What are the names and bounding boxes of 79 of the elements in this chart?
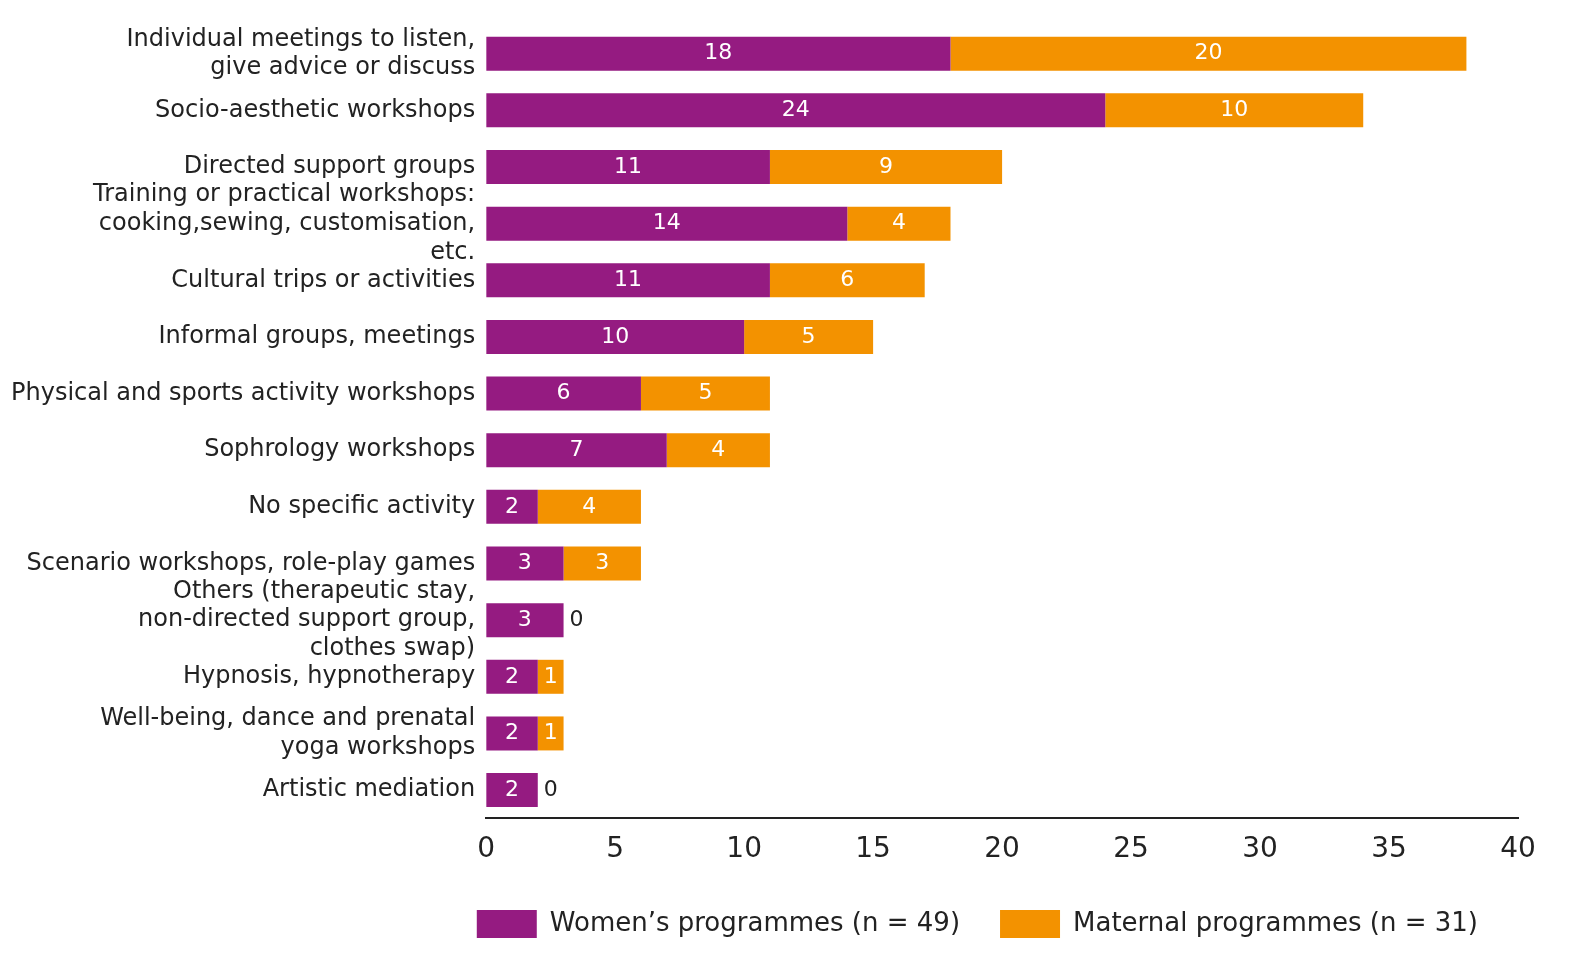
bar: [486, 716, 538, 751]
y-tick-label: Training or practical workshops: cooking,sewing, customisation, etc.: [92, 179, 476, 265]
x-tick-label: 15: [855, 831, 891, 865]
y-tick-label: Physical and sports activity workshops: [10, 377, 476, 406]
bar: [537, 716, 564, 751]
bar: [486, 433, 667, 468]
y-tick-label: Cultural trips or activities: [171, 264, 476, 293]
data-label: 3: [517, 549, 532, 575]
y-tick-label: Informal groups, meetings: [158, 321, 476, 350]
bar: [486, 659, 538, 694]
y-tick-label: No specific activity: [248, 491, 476, 520]
bar: [486, 93, 1106, 128]
y-tick-label: Directed support groups: [183, 151, 476, 180]
bar: [1105, 93, 1364, 128]
data-label: 1: [543, 662, 558, 688]
bar: [486, 319, 745, 354]
x-tick-label: 0: [477, 831, 496, 865]
data-label: 1: [543, 719, 558, 745]
bar: [486, 546, 564, 581]
bar: [486, 489, 538, 524]
data-label: 14: [652, 209, 681, 235]
data-label: 10: [601, 322, 630, 348]
data-label: 5: [801, 322, 816, 348]
data-label: 18: [704, 39, 733, 65]
data-label: 24: [781, 96, 810, 122]
x-tick-label: 30: [1242, 831, 1278, 865]
bar: [769, 263, 925, 298]
data-label: 11: [614, 266, 643, 292]
data-label: 2: [504, 492, 519, 518]
data-label: 3: [517, 605, 532, 631]
x-tick-label: 25: [1113, 831, 1149, 865]
data-label: 11: [614, 152, 643, 178]
bar: [486, 150, 770, 184]
data-label: 4: [582, 492, 597, 518]
data-label: 9: [879, 152, 894, 178]
x-tick-label: 35: [1371, 831, 1407, 865]
bar: [537, 489, 641, 524]
bar: [486, 36, 951, 71]
data-label: 3: [595, 549, 610, 575]
y-tick-label: Scenario workshops, role-play games: [26, 547, 476, 576]
y-tick-label: Well-being, dance and prenatal yoga workshops: [100, 703, 476, 761]
x-tick-label: 5: [606, 831, 625, 865]
y-tick-label: Artistic mediation: [262, 774, 476, 803]
data-label: 0: [569, 605, 584, 631]
bar: [486, 773, 538, 808]
bar: [537, 659, 564, 694]
data-label: 2: [504, 775, 519, 801]
data-label: 2: [504, 719, 519, 745]
data-label: 6: [556, 379, 571, 405]
bar: [950, 36, 1467, 71]
data-label: 2: [504, 662, 519, 688]
data-label: 4: [711, 435, 726, 461]
data-label: 7: [569, 435, 584, 461]
bar: [486, 603, 564, 638]
legend-label: Women’s programmes (n = 49): [549, 906, 961, 937]
x-tick-label: 10: [726, 831, 762, 865]
bar: [640, 376, 770, 411]
bar: [486, 376, 641, 411]
data-label: 0: [543, 775, 558, 801]
legend-label: Maternal programmes (n = 31): [1073, 906, 1478, 937]
bar: [847, 206, 951, 241]
data-label: 6: [840, 266, 855, 292]
x-tick-label: 20: [984, 831, 1020, 865]
bar: [486, 206, 848, 241]
bar: [563, 546, 641, 581]
data-label: 5: [698, 379, 713, 405]
bar: [666, 433, 770, 468]
data-label: 4: [891, 209, 906, 235]
y-tick-label: Individual meetings to listen, give advice or discuss: [126, 23, 476, 81]
bar: [769, 150, 1003, 184]
data-label: 10: [1220, 96, 1249, 122]
y-tick-label: Socio-aesthetic workshops: [155, 94, 476, 123]
y-tick-label: Hypnosis, hypnotherapy: [182, 661, 476, 690]
y-tick-label: Others (therapeutic stay, non-directed support group, clothes swap): [138, 575, 476, 662]
y-tick-label: Sophrology workshops: [204, 434, 476, 463]
bar: [744, 319, 874, 354]
x-tick-label: 40: [1500, 831, 1536, 865]
bar: [486, 263, 770, 298]
data-label: 20: [1194, 39, 1223, 65]
